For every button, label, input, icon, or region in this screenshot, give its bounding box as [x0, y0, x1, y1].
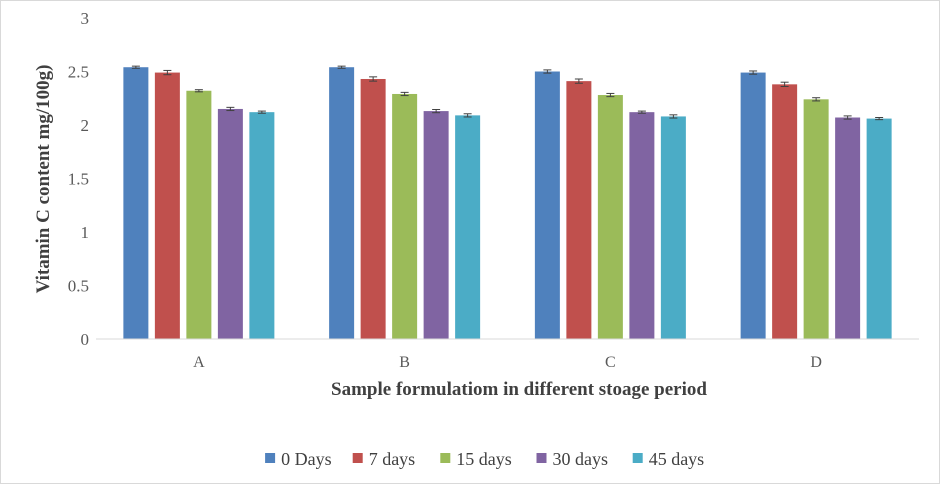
x-category-label: C: [605, 354, 616, 371]
bar-c-series-4: [660, 116, 686, 339]
legend-item: 7 days: [352, 449, 416, 469]
bar-d-series-4: [866, 118, 892, 339]
bar-d-series-2: [803, 99, 829, 339]
x-axis-categories: A B C D: [193, 354, 822, 371]
y-tick-label: 0.5: [68, 277, 89, 296]
legend-label: 0 Days: [281, 449, 332, 469]
y-tick-label: 2: [81, 116, 90, 135]
bar-a-series-4: [249, 112, 275, 339]
y-tick-label: 3: [81, 9, 90, 28]
legend-swatch: [440, 453, 451, 463]
legend-item: 0 Days: [265, 449, 332, 469]
error-bars-layer: [131, 65, 884, 121]
error-bar: [369, 76, 378, 82]
x-axis-title: Sample formulatiom in different stoage p…: [331, 379, 707, 400]
x-category-label: D: [810, 354, 822, 371]
error-bar: [163, 69, 172, 76]
bar-c-series-0: [534, 71, 560, 339]
y-tick-label: 2.5: [68, 63, 89, 82]
error-bar: [749, 70, 758, 75]
legend-swatch: [352, 453, 363, 463]
y-tick-label: 0: [81, 330, 90, 349]
bar-a-series-0: [123, 67, 149, 339]
legend-label: 45 days: [649, 449, 705, 469]
bar-b-series-4: [455, 115, 481, 340]
y-axis-ticks: 0 0.5 1 1.5 2 2.5 3: [68, 9, 89, 349]
error-bar: [780, 81, 789, 87]
error-bar: [669, 114, 678, 119]
legend-label: 15 days: [456, 449, 512, 469]
bar-d-series-3: [835, 117, 861, 339]
legend-label: 30 days: [553, 449, 609, 469]
y-tick-label: 1.5: [68, 170, 89, 189]
legend-label: 7 days: [369, 449, 416, 469]
x-category-label: A: [193, 354, 205, 371]
bar-b-series-1: [360, 78, 386, 340]
bar-b-series-0: [329, 67, 355, 339]
error-bar: [463, 113, 472, 118]
error-bar: [574, 78, 583, 84]
error-bar: [812, 97, 821, 102]
legend-item: 30 days: [536, 449, 609, 469]
error-bar: [637, 110, 646, 114]
error-bar: [606, 92, 615, 98]
bar-b-series-3: [423, 111, 449, 339]
legend-item: 15 days: [440, 449, 512, 469]
error-bar: [226, 106, 235, 112]
legend-swatch: [265, 453, 276, 463]
bar-a-series-1: [154, 72, 180, 339]
legend: 0 Days 7 days 15 days 30 days 45 days: [265, 449, 704, 469]
error-bar: [194, 89, 203, 93]
x-category-label: B: [399, 354, 410, 371]
error-bar: [432, 108, 441, 114]
error-bar: [131, 65, 140, 69]
legend-swatch: [536, 453, 547, 463]
legend-item: 45 days: [632, 449, 705, 469]
error-bar: [543, 69, 552, 74]
bar-a-series-2: [186, 90, 212, 339]
error-bar: [875, 117, 884, 121]
bar-c-series-2: [597, 95, 623, 339]
bar-c-series-3: [629, 112, 655, 339]
error-bar: [400, 91, 409, 97]
bar-a-series-3: [217, 108, 243, 339]
legend-swatch: [632, 453, 643, 463]
bar-b-series-2: [392, 93, 418, 339]
bars-layer: [123, 67, 892, 340]
error-bar: [257, 110, 266, 114]
y-axis-title: Vitamin C content mg/100g): [33, 65, 54, 294]
error-bar: [337, 65, 346, 69]
bar-d-series-0: [740, 72, 766, 339]
bar-c-series-1: [566, 81, 592, 339]
y-tick-label: 1: [81, 223, 90, 242]
error-bar: [843, 115, 852, 120]
bar-d-series-1: [772, 84, 798, 339]
